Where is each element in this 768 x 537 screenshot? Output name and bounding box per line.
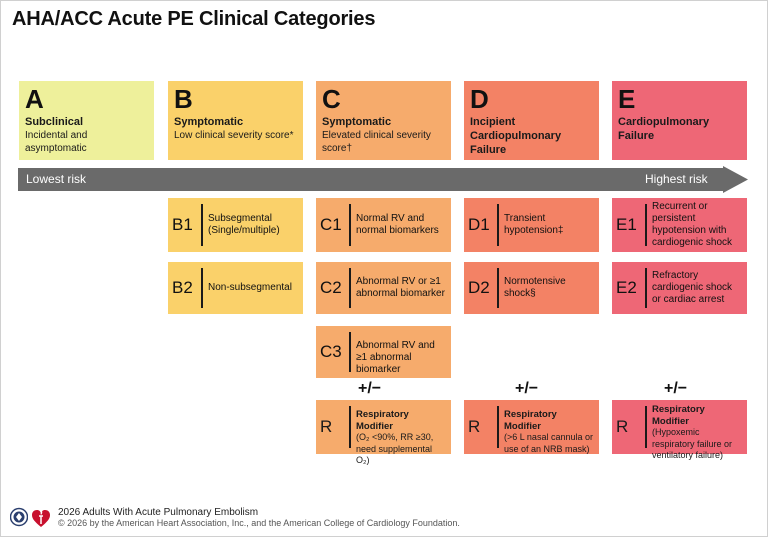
subcategory-b1: B1 Subsegmental (Single/multiple) (168, 198, 303, 252)
category-name: Incipient Cardiopulmonary Failure (470, 116, 562, 156)
category-name: Cardiopulmonary Failure (618, 116, 710, 142)
subcategory-c3: C3 Abnormal RV and ≥1 abnormal biomarker (316, 326, 451, 378)
plus-minus-c: +/− (358, 380, 382, 397)
respiratory-modifier-c: R Respiratory Modifier (O₂ <90%, RR ≥30,… (316, 400, 451, 465)
modifier-title: Respiratory Modifier (504, 409, 557, 432)
modifier-code: R (320, 417, 333, 436)
lowest-risk-label: Lowest risk (26, 172, 87, 186)
category-a: A Subclinical Incidental and asymptomati… (19, 81, 154, 160)
category-name: Subclinical (25, 116, 84, 128)
modifier-title: Respiratory Modifier (652, 404, 705, 427)
risk-arrow (18, 166, 748, 193)
modifier-criteria: (O₂ <90%, RR ≥30, need supplemental O₂) (356, 432, 434, 465)
category-name: Symptomatic (174, 116, 244, 128)
subcategory-text: Subsegmental (Single/multiple) (208, 213, 280, 236)
highest-risk-label: Highest risk (645, 172, 708, 186)
category-letter: D (470, 84, 489, 114)
modifier-code: R (468, 417, 481, 436)
subcategory-code: D1 (468, 215, 490, 234)
aha-heart-torch-icon (32, 510, 50, 527)
subcategory-text: Abnormal RV and ≥1 abnormal biomarker (356, 340, 435, 375)
page-title: AHA/ACC Acute PE Clinical Categories (12, 8, 376, 30)
subcategory-e2: E2 Refractory cardiogenic shock or cardi… (612, 262, 747, 314)
subcategory-code: E1 (616, 215, 637, 234)
footer-copyright: © 2026 by the American Heart Association… (58, 518, 460, 528)
subcategory-code: C1 (320, 215, 342, 234)
subcategory-c1: C1 Normal RV and normal biomarkers (316, 198, 451, 252)
acc-seal-icon (10, 507, 28, 527)
subcategory-c2: C2 Abnormal RV or ≥1 abnormal biomarker (316, 262, 451, 314)
subcategory-code: B2 (172, 278, 193, 297)
category-c: C Symptomatic Elevated clinical severity… (316, 81, 451, 160)
respiratory-modifier-d: R Respiratory Modifier (>6 L nasal cannu… (464, 400, 599, 454)
subcategory-code: C2 (320, 278, 342, 297)
plus-minus-d: +/− (515, 380, 539, 397)
category-letter: E (618, 84, 636, 114)
subcategory-d1: D1 Transient hypotension‡ (464, 198, 599, 252)
subcategory-code: C3 (320, 342, 342, 361)
category-description: Low clinical severity score* (174, 130, 294, 141)
subcategory-text: Recurrent or persistent hypotension with… (652, 201, 733, 248)
category-b: B Symptomatic Low clinical severity scor… (168, 81, 303, 160)
category-description: Incidental and asymptomatic (25, 130, 88, 154)
modifier-criteria: (>6 L nasal cannula or use of an NRB mas… (504, 432, 593, 454)
category-description: Elevated clinical severity score† (322, 130, 431, 154)
subcategory-code: E2 (616, 278, 637, 297)
category-letter: C (322, 84, 341, 114)
category-letter: B (174, 84, 193, 114)
plus-minus-e: +/− (664, 380, 688, 397)
category-letter: A (25, 84, 44, 114)
subcategory-d2: D2 Normotensive shock§ (464, 262, 599, 314)
respiratory-modifier-e: R Respiratory Modifier (Hypoxemic respir… (612, 400, 747, 460)
subcategory-text: Normotensive shock§ (504, 276, 566, 299)
subcategory-code: B1 (172, 215, 193, 234)
modifier-code: R (616, 417, 629, 436)
subcategory-code: D2 (468, 278, 490, 297)
category-e: E Cardiopulmonary Failure (612, 81, 747, 160)
subcategory-text: Non-subsegmental (208, 282, 292, 293)
modifier-title: Respiratory Modifier (356, 409, 409, 432)
subcategory-text: Normal RV and normal biomarkers (356, 213, 439, 236)
subcategory-text: Refractory cardiogenic shock or cardiac … (652, 270, 733, 305)
subcategory-text: Abnormal RV or ≥1 abnormal biomarker (356, 276, 445, 299)
footer-title: 2026 Adults With Acute Pulmonary Embolis… (58, 507, 259, 518)
modifier-criteria: (Hypoxemic respiratory failure or ventil… (652, 427, 733, 460)
subcategory-b2: B2 Non-subsegmental (168, 262, 303, 314)
category-d: D Incipient Cardiopulmonary Failure (464, 81, 599, 160)
category-name: Symptomatic (322, 116, 392, 128)
subcategory-e1: E1 Recurrent or persistent hypotension w… (612, 198, 747, 252)
subcategory-text: Transient hypotension‡ (504, 213, 564, 236)
